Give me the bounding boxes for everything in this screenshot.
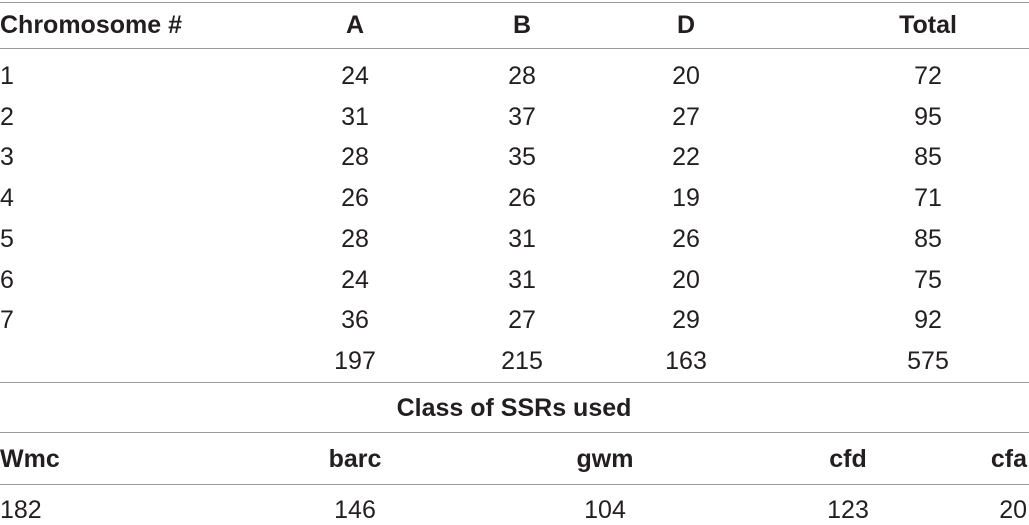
section-title: Class of SSRs used bbox=[396, 394, 632, 422]
total-cell: 197 bbox=[334, 346, 376, 375]
column-header: cfa bbox=[990, 445, 1027, 473]
total-cell: 215 bbox=[501, 346, 543, 375]
table-cell: 20 bbox=[999, 496, 1027, 524]
table-cell: 31 bbox=[508, 224, 536, 253]
table-cell: 71 bbox=[914, 184, 942, 213]
column-header: barc bbox=[328, 445, 382, 473]
table-cell: 22 bbox=[672, 143, 700, 172]
table-cell: 75 bbox=[914, 265, 942, 294]
table-cell: 26 bbox=[672, 224, 700, 253]
table-cell: 95 bbox=[914, 102, 942, 131]
column-header: D bbox=[676, 11, 696, 39]
table-cell: 28 bbox=[508, 62, 536, 90]
table-cell: 7 bbox=[0, 306, 14, 335]
table-cell: 35 bbox=[508, 143, 536, 172]
table-cell: 3 bbox=[0, 143, 14, 172]
rule bbox=[0, 432, 1029, 433]
total-cell: 575 bbox=[907, 346, 949, 375]
table-cell: 29 bbox=[672, 306, 700, 335]
table-cell: 5 bbox=[0, 224, 14, 253]
table-cell: 19 bbox=[672, 184, 700, 213]
total-cell: 163 bbox=[665, 346, 707, 375]
table-cell: 85 bbox=[914, 224, 942, 253]
table-cell: 6 bbox=[0, 265, 14, 294]
column-header: cfd bbox=[829, 445, 867, 473]
column-header: Wmc bbox=[0, 445, 60, 473]
table-cell: 2 bbox=[0, 102, 14, 131]
column-header: Total bbox=[899, 11, 957, 39]
table-cell: 182 bbox=[0, 496, 42, 524]
table-cell: 123 bbox=[827, 496, 869, 524]
table-cell: 36 bbox=[341, 306, 369, 335]
column-header: gwm bbox=[576, 445, 634, 473]
table-cell: 28 bbox=[341, 143, 369, 172]
column-header: B bbox=[512, 11, 532, 39]
table-cell: 37 bbox=[508, 102, 536, 131]
table-cell: 27 bbox=[508, 306, 536, 335]
table-cell: 26 bbox=[508, 184, 536, 213]
table-cell: 27 bbox=[672, 102, 700, 131]
rule bbox=[0, 48, 1029, 49]
table-cell: 72 bbox=[914, 62, 942, 90]
rule bbox=[0, 382, 1029, 383]
table-cell: 4 bbox=[0, 184, 14, 213]
table-cell: 1 bbox=[0, 62, 14, 90]
rule bbox=[0, 484, 1029, 485]
table-cell: 31 bbox=[341, 102, 369, 131]
column-header: A bbox=[345, 11, 365, 39]
table-cell: 26 bbox=[341, 184, 369, 213]
table-cell: 20 bbox=[672, 265, 700, 294]
table-cell: 31 bbox=[508, 265, 536, 294]
table-cell: 28 bbox=[341, 224, 369, 253]
column-header: Chromosome # bbox=[0, 11, 182, 39]
table-cell: 85 bbox=[914, 143, 942, 172]
table-cell: 92 bbox=[914, 306, 942, 335]
table-cell: 104 bbox=[584, 496, 626, 524]
rule bbox=[0, 2, 1029, 3]
table-cell: 24 bbox=[341, 265, 369, 294]
table-cell: 146 bbox=[334, 496, 376, 524]
table-cell: 20 bbox=[672, 62, 700, 90]
table-cell: 24 bbox=[341, 62, 369, 90]
